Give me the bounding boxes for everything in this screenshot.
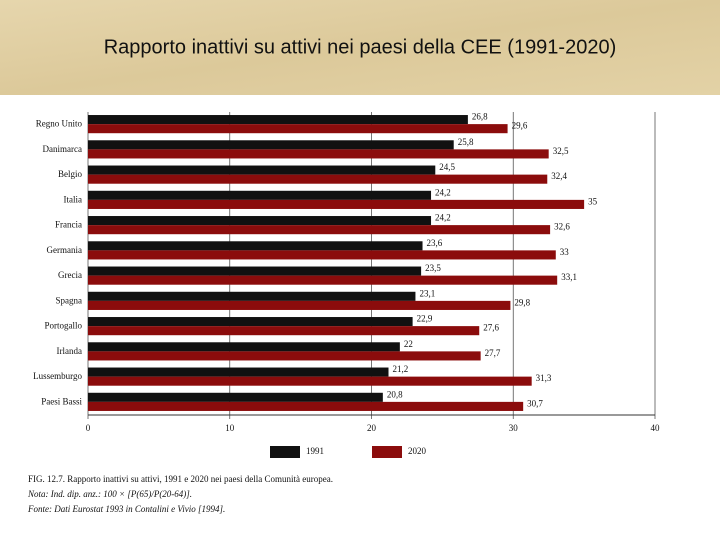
bar [88, 376, 532, 386]
legend-swatch [270, 446, 300, 458]
value-label: 29,8 [514, 297, 530, 307]
category-label: Portogallo [45, 321, 83, 331]
bar [88, 165, 436, 175]
category-label: Belgio [58, 169, 82, 179]
category-label: Francia [55, 220, 82, 230]
bar [88, 317, 413, 327]
legend-swatch [372, 446, 402, 458]
category-label: Danimarca [43, 144, 82, 154]
bar [88, 190, 432, 200]
value-label: 25,8 [458, 137, 474, 147]
bar [88, 149, 549, 159]
value-label: 29,6 [512, 121, 528, 131]
value-label: 21,2 [393, 364, 409, 374]
value-label: 23,5 [425, 263, 441, 273]
category-label: Italia [64, 194, 83, 204]
bar [88, 300, 511, 310]
value-label: 24,2 [435, 213, 451, 223]
caption: FIG. 12.7. Rapporto inattivi su attivi, … [28, 474, 333, 484]
value-label: 26,8 [472, 112, 488, 122]
value-label: 33,1 [561, 272, 577, 282]
bar [88, 342, 400, 352]
bar [88, 392, 383, 402]
bar [88, 367, 389, 377]
bar [88, 140, 454, 150]
bar [88, 216, 432, 226]
caption: Fonte: Dati Eurostat 1993 in Contalini e… [27, 504, 225, 514]
value-label: 30,7 [527, 398, 543, 408]
category-label: Irlanda [57, 346, 82, 356]
value-label: 20,8 [387, 389, 403, 399]
value-label: 23,6 [427, 238, 443, 248]
value-label: 35 [588, 196, 598, 206]
caption: Nota: Ind. dip. anz.: 100 × [P(65)/P(20-… [27, 489, 192, 499]
bar [88, 241, 423, 251]
x-tick-label: 20 [367, 423, 377, 433]
x-tick-label: 30 [509, 423, 519, 433]
value-label: 27,7 [485, 348, 501, 358]
category-label: Grecia [58, 270, 82, 280]
x-tick-label: 10 [225, 423, 235, 433]
value-label: 24,5 [439, 162, 455, 172]
value-label: 31,3 [536, 373, 552, 383]
bar [88, 266, 422, 276]
value-label: 27,6 [483, 323, 499, 333]
bar [88, 115, 468, 125]
x-tick-label: 40 [651, 423, 661, 433]
value-label: 24,2 [435, 187, 451, 197]
bar [88, 291, 416, 301]
legend-label: 1991 [306, 446, 324, 456]
slide-title: Rapporto inattivi su attivi nei paesi de… [104, 36, 617, 58]
bar [88, 326, 480, 336]
value-label: 32,5 [553, 146, 569, 156]
bar [88, 275, 558, 285]
category-label: Paesi Bassi [41, 396, 82, 406]
value-label: 22,9 [417, 314, 433, 324]
bar [88, 401, 524, 411]
title-band [0, 0, 720, 95]
category-label: Regno Unito [36, 119, 83, 129]
value-label: 23,1 [419, 288, 435, 298]
value-label: 32,6 [554, 222, 570, 232]
legend-label: 2020 [408, 446, 427, 456]
bar [88, 199, 585, 209]
value-label: 22 [404, 339, 413, 349]
bar [88, 351, 481, 361]
bar [88, 124, 508, 134]
bar [88, 250, 556, 260]
value-label: 33 [560, 247, 570, 257]
category-label: Spagna [56, 295, 83, 305]
x-tick-label: 0 [86, 423, 91, 433]
category-label: Germania [47, 245, 82, 255]
category-label: Lussemburgo [33, 371, 82, 381]
value-label: 32,4 [551, 171, 567, 181]
bar [88, 225, 551, 235]
bar [88, 174, 548, 184]
